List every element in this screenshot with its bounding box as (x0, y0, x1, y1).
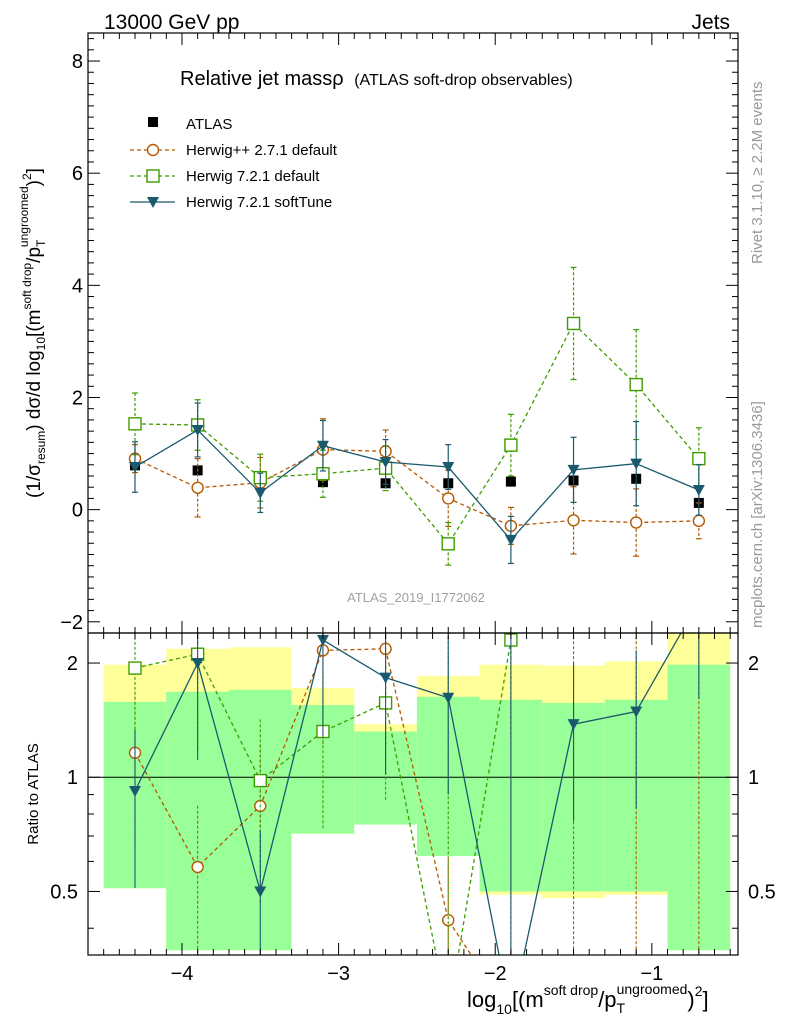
ratio-ytick-label-right: 2 (748, 653, 759, 675)
main-point-herwig-2-7-1-default-9 (692, 514, 706, 528)
ratio-panel-frame (87, 632, 739, 956)
main-point-herwig-7-2-1-softtune-9 (692, 485, 705, 497)
main-ytick-label: 4 (72, 275, 83, 297)
main-point-herwig-7-2-1-softtune-6 (504, 534, 517, 546)
x-tick-label: −4 (171, 963, 194, 985)
ratio-ytick-label-left: 2 (67, 653, 78, 675)
main-point-herwig-7-2-1-softtune-7 (567, 464, 580, 476)
header-process: 13000 GeV pp (104, 11, 239, 34)
main-point-herwig-7-2-1-default-0 (128, 417, 142, 431)
main-line-herwig-2-7-1-default (134, 448, 699, 527)
legend: ATLAS Herwig++ 2.7.1 default Herwig 7.2.… (130, 116, 338, 211)
ratio-point-herwig-7-2-1-softtune-7 (567, 719, 580, 731)
header-jets: Jets (691, 11, 730, 34)
mcplots-label: mcplots.cern.ch [arXiv:1306.3436] (749, 401, 766, 628)
main-ylabel: (1/σresum) dσ/d log10[(msoft drop/pTungr… (17, 168, 48, 498)
ratio-point-herwig-7-2-1-default-2 (253, 773, 267, 788)
x-axis-label: log10[(msoft drop/pTungroomed)2] (467, 981, 709, 1017)
main-line-herwig-7-2-1-default (134, 322, 700, 545)
band-gap (354, 824, 417, 955)
main-point-herwig-2-7-1-default-8 (629, 516, 643, 529)
x-tick-label: −1 (640, 963, 663, 985)
main-title: Relative jet massρ (ATLAS soft-drop obse… (180, 68, 573, 90)
main-ytick-label: 8 (72, 51, 83, 73)
ratio-point-herwig-2-7-1-default-1 (191, 860, 204, 874)
ratio-ytick-label-right: 1 (748, 767, 759, 789)
legend-label-herwig7-softtune: Herwig 7.2.1 softTune (186, 194, 332, 211)
main-point-herwig-7-2-1-softtune-3 (316, 440, 329, 452)
ratio-ytick-label-left: 0.5 (50, 881, 78, 903)
x-tick-label: −3 (327, 963, 350, 985)
main-title-sub: (ATLAS soft-drop observables) (354, 72, 572, 89)
legend-marker-herwig7-softtune (147, 197, 159, 208)
main-point-herwig-7-2-1-default-5 (441, 537, 455, 551)
main-curves (128, 266, 706, 566)
main-point-atlas-6 (505, 476, 516, 487)
ratio-point-herwig-7-2-1-softtune-2 (254, 886, 267, 898)
axes: 8 6 4 2 0 −2 2 2 1 1 0.5 0.5 −4 −3 −2 −1 (50, 33, 776, 985)
ratio-ytick-label-left: 1 (67, 767, 78, 789)
ratio-point-herwig-2-7-1-default-5 (442, 913, 455, 927)
main-point-herwig-7-2-1-default-8 (629, 377, 643, 392)
main-ytick-label: 6 (72, 163, 83, 185)
main-point-herwig-2-7-1-default-1 (191, 481, 204, 494)
ratio-curves (88, 633, 738, 955)
main-point-herwig-7-2-1-default-6 (504, 438, 518, 452)
main-point-herwig-7-2-1-softtune-8 (630, 458, 643, 470)
main-point-herwig-7-2-1-softtune-0 (128, 462, 141, 474)
main-ytick-label: 2 (72, 387, 83, 409)
main-point-herwig-7-2-1-default-9 (692, 451, 706, 466)
main-ytick-label: 0 (72, 500, 83, 522)
main-point-herwig-7-2-1-softtune-2 (254, 487, 267, 499)
main-line-herwig-7-2-1-softtune (134, 429, 700, 541)
main-point-herwig-7-2-1-softtune-1 (191, 425, 204, 437)
legend-marker-herwigpp (146, 143, 160, 157)
legend-label-herwig7-default: Herwig 7.2.1 default (186, 168, 320, 185)
rivet-label: Rivet 3.1.10, ≥ 2.2M events (749, 82, 766, 265)
ratio-line-herwig-7-2-1-default (134, 633, 515, 955)
main-point-herwig-7-2-1-softtune-4 (379, 456, 392, 468)
main-ytick-label: −2 (60, 612, 83, 634)
ratio-point-herwig-7-2-1-softtune-1 (191, 658, 204, 670)
ratio-ytick-label-right: 0.5 (748, 881, 776, 903)
main-point-herwig-2-7-1-default-5 (442, 492, 455, 505)
x-tick-label: −2 (484, 963, 507, 985)
ratio-ylabel: Ratio to ATLAS (25, 743, 42, 844)
main-point-herwig-2-7-1-default-7 (567, 514, 580, 527)
ratio-point-herwig-7-2-1-softtune-8 (630, 706, 643, 718)
ratio-point-herwig-7-2-1-softtune-4 (379, 672, 392, 684)
legend-marker-atlas (148, 117, 158, 127)
ratio-point-herwig-7-2-1-softtune-5 (442, 692, 455, 704)
ratio-point-herwig-7-2-1-softtune-0 (128, 785, 141, 797)
ratio-point-herwig-7-2-1-default-0 (128, 661, 142, 675)
ratio-point-herwig-7-2-1-softtune-3 (316, 635, 329, 647)
legend-label-atlas: ATLAS (186, 116, 232, 133)
main-point-herwig-7-2-1-default-7 (566, 316, 581, 331)
ratio-line-herwig-7-2-1-softtune (134, 633, 682, 955)
legend-marker-herwig7-default (146, 169, 160, 183)
analysis-id: ATLAS_2019_I1772062 (347, 590, 485, 605)
main-point-herwig-7-2-1-softtune-5 (442, 462, 455, 474)
legend-label-herwigpp: Herwig++ 2.7.1 default (186, 142, 338, 159)
main-title-text: Relative jet massρ (180, 68, 344, 90)
